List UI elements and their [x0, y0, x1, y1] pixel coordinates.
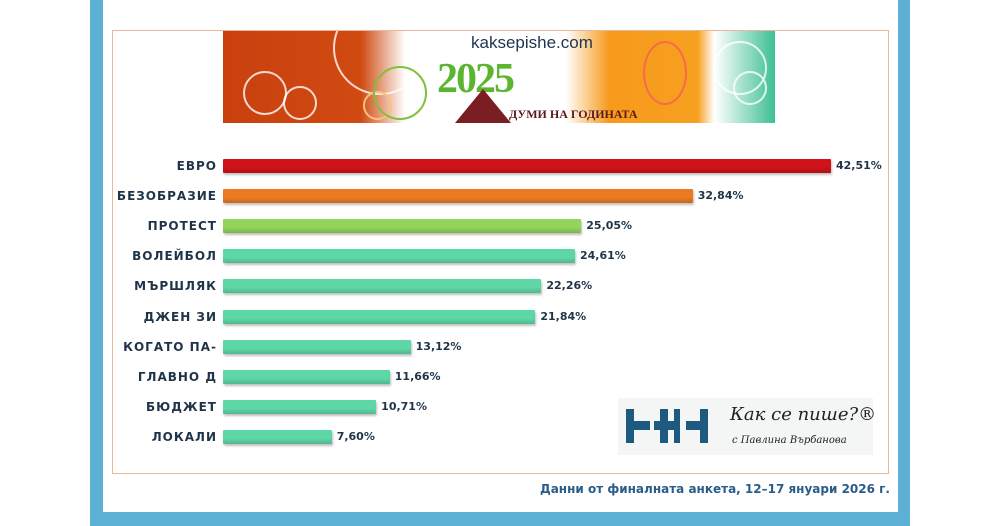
value-label: 7,60%	[336, 429, 375, 443]
value-label: 22,26%	[546, 279, 593, 293]
bar	[223, 399, 377, 414]
bar	[223, 429, 332, 444]
bar	[223, 249, 575, 264]
value-label: 32,84%	[697, 189, 744, 203]
kak-se-pishe-logo-icon	[626, 409, 708, 443]
chart-border	[112, 30, 889, 474]
banner-subtitle: ДУМИ НА ГОДИНАТА	[509, 107, 638, 121]
site-name: kaksepishe.com	[471, 33, 593, 52]
value-label: 13,12%	[415, 339, 462, 353]
bar	[223, 369, 390, 384]
triangle-logo-icon	[455, 89, 511, 123]
logo-subtitle: с Павлина Върбанова	[732, 435, 847, 446]
bar	[223, 189, 693, 204]
category-label: ГЛАВНО Д	[137, 369, 217, 384]
category-label: ЕВРО	[176, 159, 217, 173]
bar	[223, 309, 536, 324]
value-label: 21,84%	[540, 309, 587, 323]
value-label: 25,05%	[586, 219, 633, 233]
value-label: 11,66%	[394, 369, 441, 383]
category-label: ЛОКАЛИ	[151, 429, 217, 444]
bar	[223, 219, 582, 234]
footer-note: Данни от финалната анкета, 12–17 януари …	[540, 482, 890, 496]
value-label: 42,51%	[836, 159, 882, 172]
bar	[223, 279, 542, 294]
kak-se-pishe-logo: Как се пише?® с Павлина Върбанова	[618, 398, 877, 455]
header-banner: kaksepishe.com 2025 ДУМИ НА ГОДИНАТА	[223, 31, 775, 123]
category-label: ВОЛЕЙБОЛ	[132, 249, 217, 264]
category-label: ПРОТЕСТ	[147, 219, 217, 234]
logo-title: Как се пише?®	[730, 404, 877, 425]
category-label: КОГАТО ПА-	[123, 339, 217, 354]
category-label: БЮДЖЕТ	[146, 399, 217, 414]
value-label: 10,71%	[381, 399, 427, 413]
bar	[223, 159, 831, 173]
category-label: БЕЗОБРАЗИЕ	[116, 189, 217, 204]
category-label: ДЖЕН ЗИ	[143, 309, 217, 324]
bar	[223, 339, 411, 354]
category-label: МЪРШЛЯК	[134, 279, 217, 294]
value-label: 24,61%	[579, 249, 626, 263]
